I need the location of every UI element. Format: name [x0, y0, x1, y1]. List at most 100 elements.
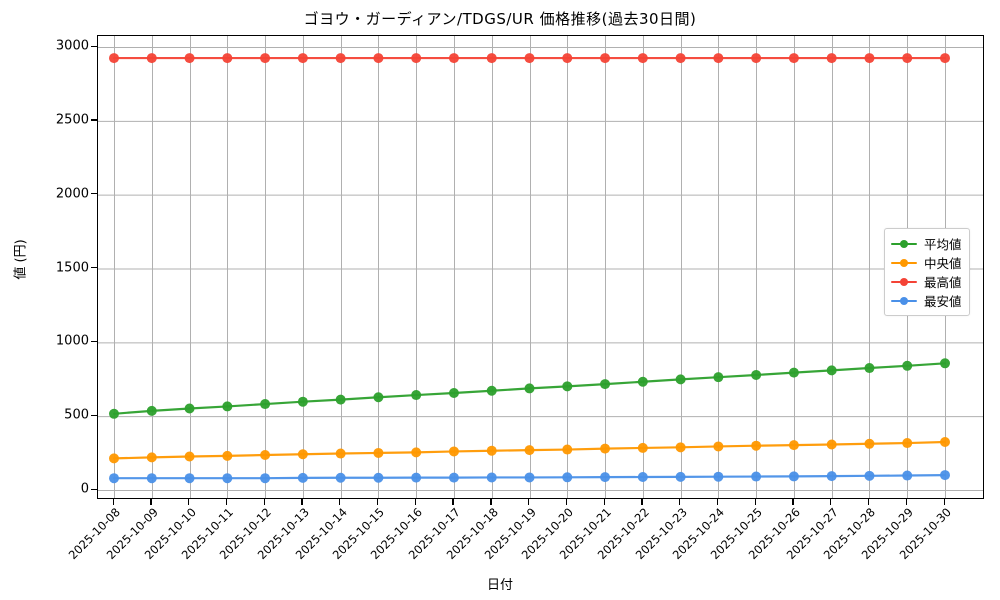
legend-swatch-icon	[891, 276, 917, 288]
series-point	[524, 472, 535, 483]
series-point	[260, 399, 271, 410]
series-point	[260, 473, 271, 484]
series-point	[486, 53, 497, 64]
y-axis-tick-labels: 0 500 1000 1500 2000 2500 3000	[0, 0, 97, 600]
series-layer	[109, 53, 950, 484]
legend-swatch-icon	[891, 295, 917, 307]
series-point	[448, 53, 459, 64]
series-point	[751, 53, 762, 64]
x-tick-mark	[641, 499, 643, 505]
y-tick-mark	[91, 45, 97, 47]
series-point	[335, 53, 346, 64]
legend-label: 最高値	[924, 275, 962, 290]
x-tick-mark	[301, 499, 303, 505]
plot-area	[97, 35, 984, 499]
series-point	[411, 472, 422, 483]
x-tick-mark	[112, 499, 114, 505]
legend-swatch-icon	[891, 238, 917, 250]
series-point	[864, 53, 875, 64]
series-point	[184, 53, 195, 64]
x-tick-mark	[528, 499, 530, 505]
series-point	[675, 53, 686, 64]
series-point	[675, 442, 686, 453]
series-point	[184, 451, 195, 462]
series-point	[109, 53, 119, 64]
series-point	[713, 372, 724, 383]
x-tick-mark	[830, 499, 832, 505]
series-point	[524, 53, 535, 64]
series-point	[940, 358, 950, 369]
series-point	[788, 440, 799, 451]
series-point	[751, 369, 762, 380]
chart-legend[interactable]: 平均値中央値最高値最安値	[884, 228, 970, 316]
x-tick-mark	[754, 499, 756, 505]
series-point	[297, 449, 308, 460]
series-point	[826, 439, 837, 450]
x-tick-mark	[565, 499, 568, 505]
series-point	[788, 367, 799, 378]
series-point	[222, 473, 233, 484]
x-tick-mark	[339, 499, 341, 505]
series-point	[411, 53, 422, 64]
series-point	[751, 440, 762, 451]
y-tick-mark	[91, 488, 97, 490]
x-tick-mark	[867, 499, 870, 505]
y-tick-label: 1500	[55, 260, 89, 275]
series-point	[109, 453, 119, 464]
series-point	[146, 473, 157, 484]
series-point	[297, 53, 308, 64]
series-point	[600, 379, 611, 390]
y-tick-mark	[91, 119, 97, 121]
series-point	[373, 53, 384, 64]
x-tick-mark	[263, 499, 265, 505]
series-point	[373, 447, 384, 458]
y-tick-label: 500	[64, 407, 89, 423]
series-point	[562, 444, 573, 455]
series-point	[864, 438, 875, 449]
series-point	[713, 471, 724, 482]
series-point	[411, 447, 422, 458]
series-point	[373, 392, 384, 403]
x-tick-mark	[792, 499, 794, 505]
series-point	[109, 473, 119, 484]
chart-title: ゴヨウ・ガーディアン/TDGS/UR 価格推移(過去30日間)	[303, 10, 697, 28]
y-tick-label: 2500	[55, 112, 89, 128]
legend-item-2[interactable]: 最高値	[891, 272, 962, 291]
series-point	[260, 450, 271, 460]
series-point	[562, 381, 573, 392]
legend-label: 最安値	[924, 294, 962, 309]
x-tick-mark	[414, 499, 416, 505]
series-point	[864, 363, 875, 374]
series-point	[146, 452, 157, 463]
series-point	[600, 443, 611, 454]
series-point	[562, 472, 573, 483]
series-point	[486, 445, 497, 456]
x-tick-mark	[188, 499, 190, 505]
series-point	[486, 385, 497, 396]
series-point	[788, 53, 799, 64]
x-tick-mark	[716, 499, 719, 505]
x-axis-label: 日付	[486, 578, 513, 593]
series-point	[109, 408, 119, 419]
series-point	[335, 448, 346, 459]
series-point	[675, 471, 686, 482]
legend-label: 中央値	[924, 256, 962, 271]
legend-item-0[interactable]: 平均値	[891, 234, 962, 253]
x-tick-mark	[225, 499, 228, 505]
legend-item-3[interactable]: 最安値	[891, 291, 962, 310]
series-point	[222, 401, 233, 412]
series-point	[826, 471, 837, 482]
y-tick-label: 1000	[55, 333, 89, 349]
series-point	[713, 53, 724, 64]
legend-item-1[interactable]: 中央値	[891, 253, 962, 272]
x-tick-mark	[376, 499, 379, 505]
series-point	[902, 470, 913, 481]
series-point	[713, 441, 724, 452]
series-point	[864, 470, 875, 481]
series-point	[637, 53, 648, 64]
series-point	[222, 450, 233, 461]
x-tick-mark	[905, 499, 908, 505]
x-tick-mark	[943, 499, 945, 505]
series-point	[486, 472, 497, 483]
series-point	[373, 472, 384, 483]
